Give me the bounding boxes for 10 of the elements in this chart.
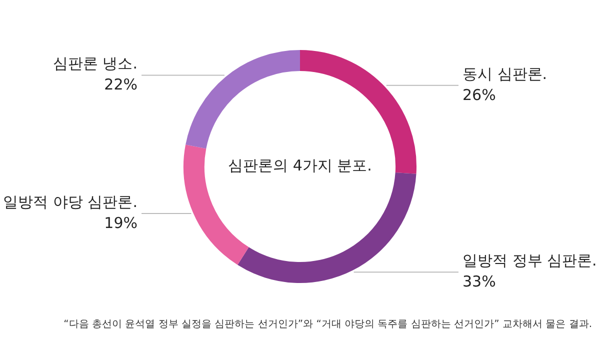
- slice-label: 일방적 정부 심판론.: [462, 251, 597, 270]
- slice-label: 동시 심판론.: [462, 64, 548, 83]
- data-label: 19%: [104, 214, 138, 232]
- text: 심판론의 4가지 분포.: [228, 156, 372, 174]
- slice-label: 심판론 냉소.: [52, 54, 138, 73]
- text: “다음 총선이 윤석열 정부 실정을 심판하는 선거인가”와 “거대 야당의 독주를 심판하는 선거인가” 교차해서 물은 결과.: [64, 318, 592, 331]
- data-label: 22%: [104, 76, 138, 94]
- slice-label: 일방적 야당 심판론.: [3, 192, 138, 211]
- data-label: 33%: [462, 272, 496, 290]
- data-label: 26%: [462, 86, 496, 104]
